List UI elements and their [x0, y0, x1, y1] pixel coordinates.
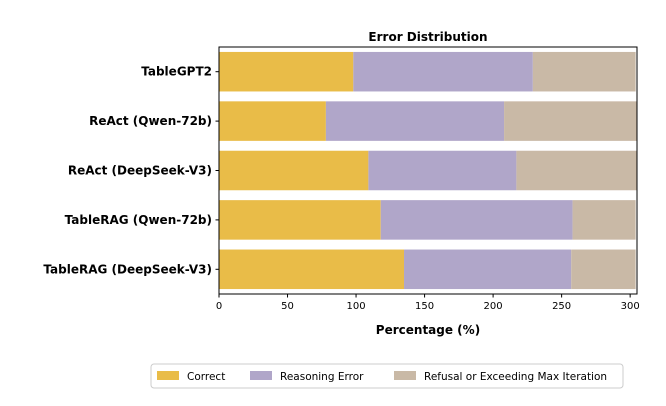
- bars-group: [219, 51, 637, 290]
- bar-refusal-or-exceeding-max-iteration-1: [504, 101, 637, 141]
- bar-refusal-or-exceeding-max-iteration-3: [572, 200, 636, 240]
- y-category-label: TableRAG (DeepSeek-V3): [43, 262, 212, 276]
- x-tick-label: 100: [347, 301, 366, 312]
- legend-swatch-0: [157, 371, 179, 380]
- bar-refusal-or-exceeding-max-iteration-0: [532, 51, 636, 92]
- x-tick-label: 0: [216, 301, 222, 312]
- legend-items: Correct Reasoning Error Refusal or Exceedi…: [157, 371, 607, 383]
- y-category-label: TableGPT2: [141, 65, 212, 79]
- x-tick-label: 300: [621, 301, 640, 312]
- bar-reasoning-error-2: [368, 150, 517, 191]
- x-tick-label: 250: [552, 301, 571, 312]
- chart-title: Error Distribution: [368, 30, 487, 44]
- legend-box: [150, 363, 624, 389]
- x-tick-label: 50: [281, 301, 294, 312]
- bar-reasoning-error-3: [380, 200, 573, 240]
- legend-label-2: Refusal or Exceeding Max Iteration: [424, 371, 607, 383]
- bar-correct-4: [219, 249, 405, 290]
- x-tick-label: 200: [484, 301, 503, 312]
- x-tick-label: 150: [415, 301, 434, 312]
- legend-swatch-1: [250, 371, 272, 380]
- bar-refusal-or-exceeding-max-iteration-4: [571, 249, 636, 290]
- x-axis-ticks: 0 50 100 150 200 250 300: [216, 294, 640, 312]
- bar-correct-0: [219, 51, 354, 92]
- bar-reasoning-error-0: [353, 51, 533, 92]
- y-category-label: ReAct (DeepSeek-V3): [68, 164, 212, 178]
- y-category-label: ReAct (Qwen-72b): [89, 114, 212, 128]
- bar-reasoning-error-4: [404, 249, 572, 290]
- y-category-label: TableRAG (Qwen-72b): [65, 213, 212, 227]
- legend-swatch-2: [394, 371, 416, 380]
- legend: Correct Reasoning Error Refusal or Exceedi…: [150, 363, 624, 389]
- y-axis-categories: TableGPT2 ReAct (Qwen-72b) ReAct (DeepSeek…: [43, 65, 219, 276]
- bar-refusal-or-exceeding-max-iteration-2: [516, 150, 637, 191]
- bar-correct-2: [219, 150, 369, 191]
- x-axis-label: Percentage (%): [376, 323, 480, 337]
- bar-correct-3: [219, 200, 381, 240]
- bar-reasoning-error-1: [325, 101, 505, 141]
- legend-label-0: Correct: [187, 371, 225, 383]
- legend-label-1: Reasoning Error: [280, 371, 364, 383]
- bar-correct-1: [219, 101, 326, 141]
